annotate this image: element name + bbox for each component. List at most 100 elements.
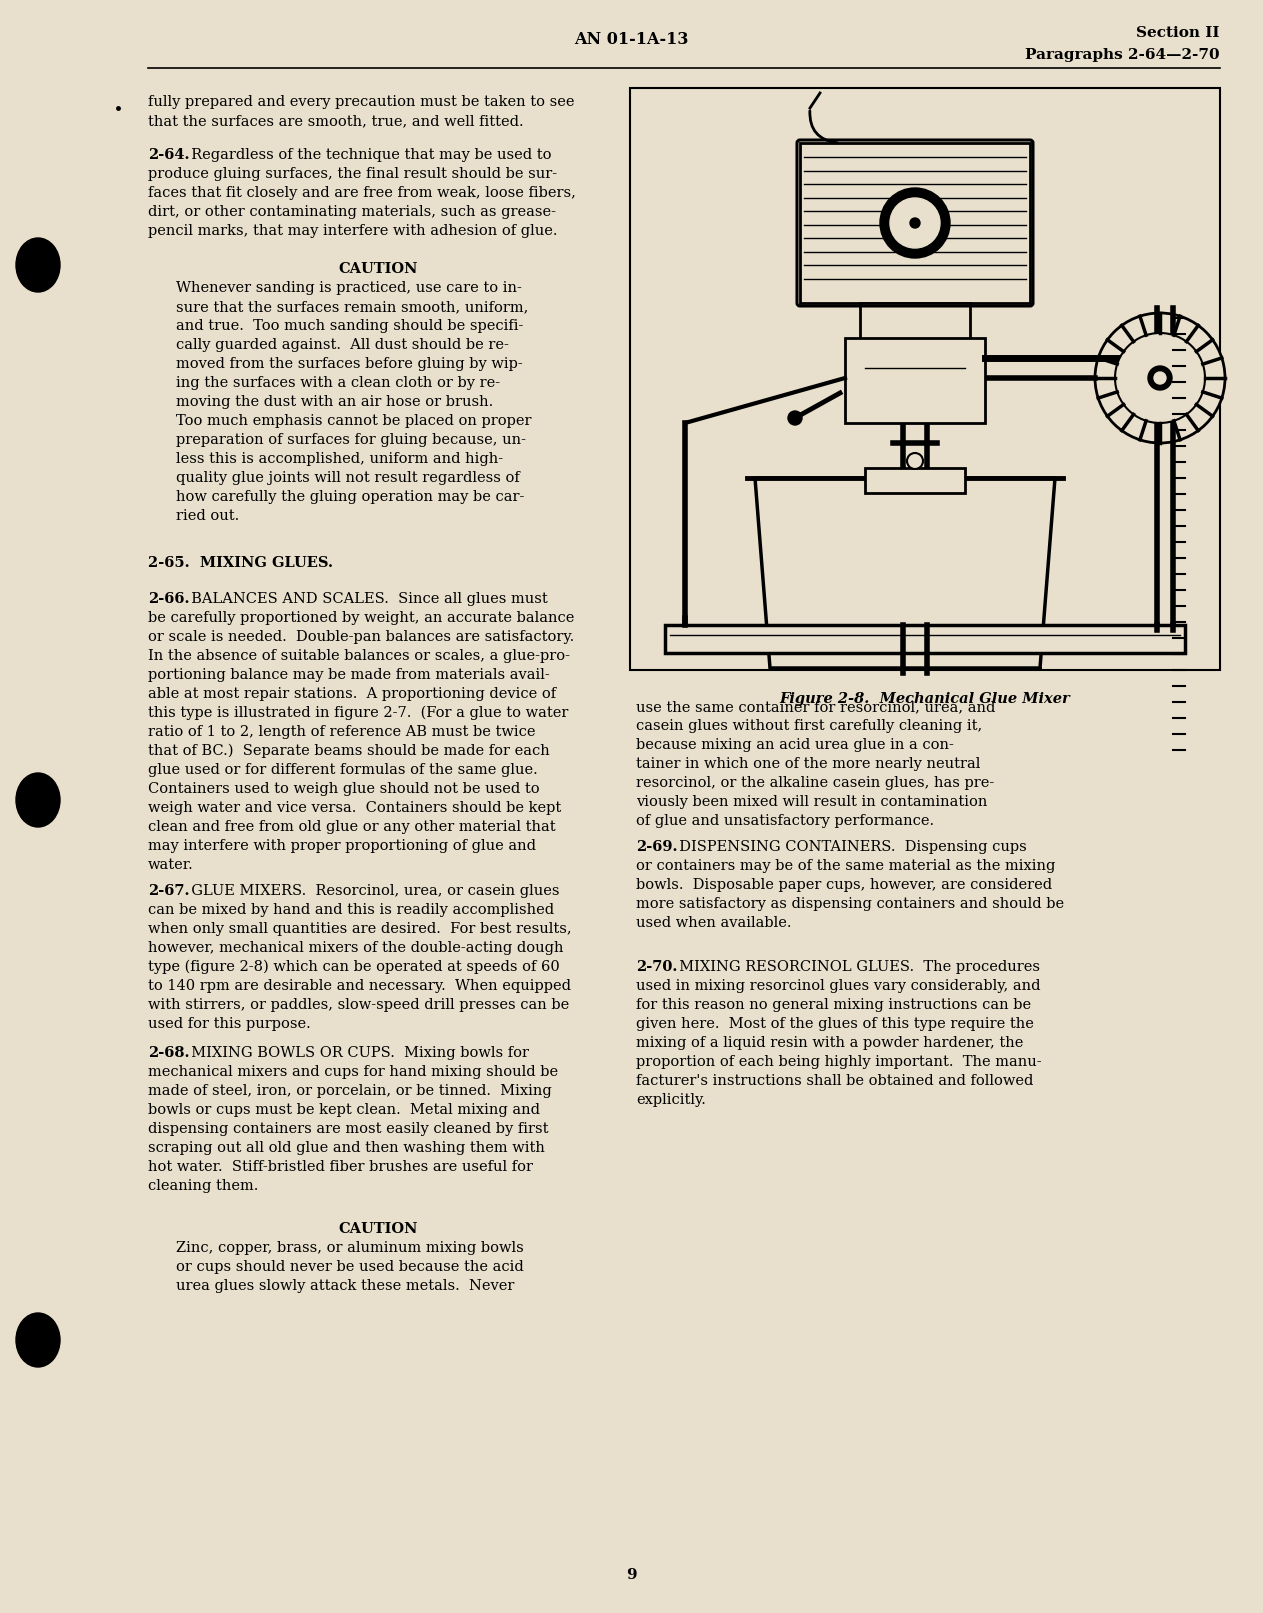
Text: made of steel, iron, or porcelain, or be tinned.  Mixing: made of steel, iron, or porcelain, or be…	[148, 1084, 552, 1098]
Text: 2-69.: 2-69.	[637, 840, 677, 853]
Ellipse shape	[16, 773, 61, 827]
Text: DISPENSING CONTAINERS.  Dispensing cups: DISPENSING CONTAINERS. Dispensing cups	[669, 840, 1027, 853]
Text: 9: 9	[626, 1568, 637, 1582]
Text: given here.  Most of the glues of this type require the: given here. Most of the glues of this ty…	[637, 1018, 1034, 1031]
Text: or cups should never be used because the acid: or cups should never be used because the…	[176, 1260, 524, 1274]
Text: Too much emphasis cannot be placed on proper: Too much emphasis cannot be placed on pr…	[176, 415, 532, 427]
Text: scraping out all old glue and then washing them with: scraping out all old glue and then washi…	[148, 1140, 544, 1155]
Text: this type is illustrated in figure 2-7.  (For a glue to water: this type is illustrated in figure 2-7. …	[148, 706, 568, 721]
Text: used for this purpose.: used for this purpose.	[148, 1018, 311, 1031]
Text: resorcinol, or the alkaline casein glues, has pre-: resorcinol, or the alkaline casein glues…	[637, 776, 994, 790]
Text: bowls or cups must be kept clean.  Metal mixing and: bowls or cups must be kept clean. Metal …	[148, 1103, 541, 1116]
Text: mechanical mixers and cups for hand mixing should be: mechanical mixers and cups for hand mixi…	[148, 1065, 558, 1079]
Text: be carefully proportioned by weight, an accurate balance: be carefully proportioned by weight, an …	[148, 611, 575, 624]
Text: 2-68.: 2-68.	[148, 1045, 189, 1060]
Text: used in mixing resorcinol glues vary considerably, and: used in mixing resorcinol glues vary con…	[637, 979, 1041, 994]
Text: casein glues without first carefully cleaning it,: casein glues without first carefully cle…	[637, 719, 983, 732]
Text: CAUTION: CAUTION	[338, 261, 418, 276]
Circle shape	[890, 198, 940, 248]
Text: 2-70.: 2-70.	[637, 960, 677, 974]
Text: type (figure 2-8) which can be operated at speeds of 60: type (figure 2-8) which can be operated …	[148, 960, 560, 974]
Text: sure that the surfaces remain smooth, uniform,: sure that the surfaces remain smooth, un…	[176, 300, 528, 315]
Text: ried out.: ried out.	[176, 510, 239, 523]
Text: may interfere with proper proportioning of glue and: may interfere with proper proportioning …	[148, 839, 536, 853]
Circle shape	[1154, 373, 1166, 384]
Text: however, mechanical mixers of the double-acting dough: however, mechanical mixers of the double…	[148, 940, 563, 955]
Circle shape	[788, 411, 802, 424]
Text: Figure 2-8.  Mechanical Glue Mixer: Figure 2-8. Mechanical Glue Mixer	[779, 692, 1070, 706]
Text: cally guarded against.  All dust should be re-: cally guarded against. All dust should b…	[176, 339, 509, 352]
Text: bowls.  Disposable paper cups, however, are considered: bowls. Disposable paper cups, however, a…	[637, 877, 1052, 892]
Text: ratio of 1 to 2, length of reference AB must be twice: ratio of 1 to 2, length of reference AB …	[148, 724, 536, 739]
Text: Whenever sanding is practiced, use care to in-: Whenever sanding is practiced, use care …	[176, 281, 522, 295]
Text: explicitly.: explicitly.	[637, 1094, 706, 1107]
Text: hot water.  Stiff-bristled fiber brushes are useful for: hot water. Stiff-bristled fiber brushes …	[148, 1160, 533, 1174]
Text: faces that fit closely and are free from weak, loose fibers,: faces that fit closely and are free from…	[148, 185, 576, 200]
Text: able at most repair stations.  A proportioning device of: able at most repair stations. A proporti…	[148, 687, 556, 702]
Text: and true.  Too much sanding should be specifi-: and true. Too much sanding should be spe…	[176, 319, 523, 332]
Text: dirt, or other contaminating materials, such as grease-: dirt, or other contaminating materials, …	[148, 205, 556, 219]
Text: to 140 rpm are desirable and necessary.  When equipped: to 140 rpm are desirable and necessary. …	[148, 979, 571, 994]
Polygon shape	[755, 477, 1055, 668]
Bar	[860, 303, 970, 353]
Text: GLUE MIXERS.  Resorcinol, urea, or casein glues: GLUE MIXERS. Resorcinol, urea, or casein…	[182, 884, 560, 898]
Text: that the surfaces are smooth, true, and well fitted.: that the surfaces are smooth, true, and …	[148, 115, 524, 127]
Ellipse shape	[16, 239, 61, 292]
Text: 2-64.: 2-64.	[148, 148, 189, 161]
Text: moving the dust with an air hose or brush.: moving the dust with an air hose or brus…	[176, 395, 494, 410]
Text: cleaning them.: cleaning them.	[148, 1179, 259, 1194]
Text: or containers may be of the same material as the mixing: or containers may be of the same materia…	[637, 860, 1056, 873]
Circle shape	[911, 218, 919, 227]
Text: used when available.: used when available.	[637, 916, 792, 931]
Text: mixing of a liquid resin with a powder hardener, the: mixing of a liquid resin with a powder h…	[637, 1036, 1023, 1050]
Text: Zinc, copper, brass, or aluminum mixing bowls: Zinc, copper, brass, or aluminum mixing …	[176, 1240, 524, 1255]
Text: glue used or for different formulas of the same glue.: glue used or for different formulas of t…	[148, 763, 538, 777]
Bar	[666, 624, 1185, 653]
Bar	[799, 144, 1031, 303]
Text: that of BC.)  Separate beams should be made for each: that of BC.) Separate beams should be ma…	[148, 744, 549, 758]
Text: MIXING RESORCINOL GLUES.  The procedures: MIXING RESORCINOL GLUES. The procedures	[669, 960, 1039, 974]
Text: Regardless of the technique that may be used to: Regardless of the technique that may be …	[182, 148, 552, 161]
Circle shape	[880, 189, 950, 258]
Text: CAUTION: CAUTION	[338, 1223, 418, 1236]
Text: BALANCES AND SCALES.  Since all glues must: BALANCES AND SCALES. Since all glues mus…	[182, 592, 548, 606]
Circle shape	[907, 453, 923, 469]
Text: tainer in which one of the more nearly neutral: tainer in which one of the more nearly n…	[637, 756, 980, 771]
Text: pencil marks, that may interfere with adhesion of glue.: pencil marks, that may interfere with ad…	[148, 224, 557, 239]
Text: AN 01-1A-13: AN 01-1A-13	[575, 32, 688, 48]
Text: produce gluing surfaces, the final result should be sur-: produce gluing surfaces, the final resul…	[148, 168, 557, 181]
Text: because mixing an acid urea glue in a con-: because mixing an acid urea glue in a co…	[637, 739, 954, 752]
Text: ing the surfaces with a clean cloth or by re-: ing the surfaces with a clean cloth or b…	[176, 376, 500, 390]
Text: 2-67.: 2-67.	[148, 884, 189, 898]
Text: less this is accomplished, uniform and high-: less this is accomplished, uniform and h…	[176, 452, 503, 466]
Text: urea glues slowly attack these metals.  Never: urea glues slowly attack these metals. N…	[176, 1279, 514, 1294]
Text: with stirrers, or paddles, slow-speed drill presses can be: with stirrers, or paddles, slow-speed dr…	[148, 998, 570, 1011]
Text: Section II: Section II	[1137, 26, 1220, 40]
Bar	[630, 89, 1220, 669]
Text: clean and free from old glue or any other material that: clean and free from old glue or any othe…	[148, 819, 556, 834]
Text: portioning balance may be made from materials avail-: portioning balance may be made from mate…	[148, 668, 549, 682]
Text: fully prepared and every precaution must be taken to see: fully prepared and every precaution must…	[148, 95, 575, 110]
Text: Paragraphs 2-64—2-70: Paragraphs 2-64—2-70	[1026, 48, 1220, 61]
Text: use the same container for resorcinol, urea, and: use the same container for resorcinol, u…	[637, 700, 995, 715]
Text: facturer's instructions shall be obtained and followed: facturer's instructions shall be obtaine…	[637, 1074, 1033, 1089]
Text: 2-66.: 2-66.	[148, 592, 189, 606]
Text: preparation of surfaces for gluing because, un-: preparation of surfaces for gluing becau…	[176, 432, 525, 447]
Text: viously been mixed will result in contamination: viously been mixed will result in contam…	[637, 795, 988, 810]
Text: for this reason no general mixing instructions can be: for this reason no general mixing instru…	[637, 998, 1031, 1011]
Text: more satisfactory as dispensing containers and should be: more satisfactory as dispensing containe…	[637, 897, 1065, 911]
Text: when only small quantities are desired.  For best results,: when only small quantities are desired. …	[148, 923, 572, 936]
Ellipse shape	[16, 1313, 61, 1366]
Text: how carefully the gluing operation may be car-: how carefully the gluing operation may b…	[176, 490, 524, 503]
Circle shape	[1095, 313, 1225, 444]
Text: of glue and unsatisfactory performance.: of glue and unsatisfactory performance.	[637, 815, 935, 827]
Text: In the absence of suitable balances or scales, a glue-pro-: In the absence of suitable balances or s…	[148, 648, 570, 663]
Circle shape	[1148, 366, 1172, 390]
Text: dispensing containers are most easily cleaned by first: dispensing containers are most easily cl…	[148, 1123, 548, 1136]
Text: moved from the surfaces before gluing by wip-: moved from the surfaces before gluing by…	[176, 356, 523, 371]
Text: MIXING BOWLS OR CUPS.  Mixing bowls for: MIXING BOWLS OR CUPS. Mixing bowls for	[182, 1045, 529, 1060]
Text: Containers used to weigh glue should not be used to: Containers used to weigh glue should not…	[148, 782, 539, 795]
Text: proportion of each being highly important.  The manu-: proportion of each being highly importan…	[637, 1055, 1042, 1069]
Text: water.: water.	[148, 858, 193, 873]
Bar	[865, 468, 965, 494]
